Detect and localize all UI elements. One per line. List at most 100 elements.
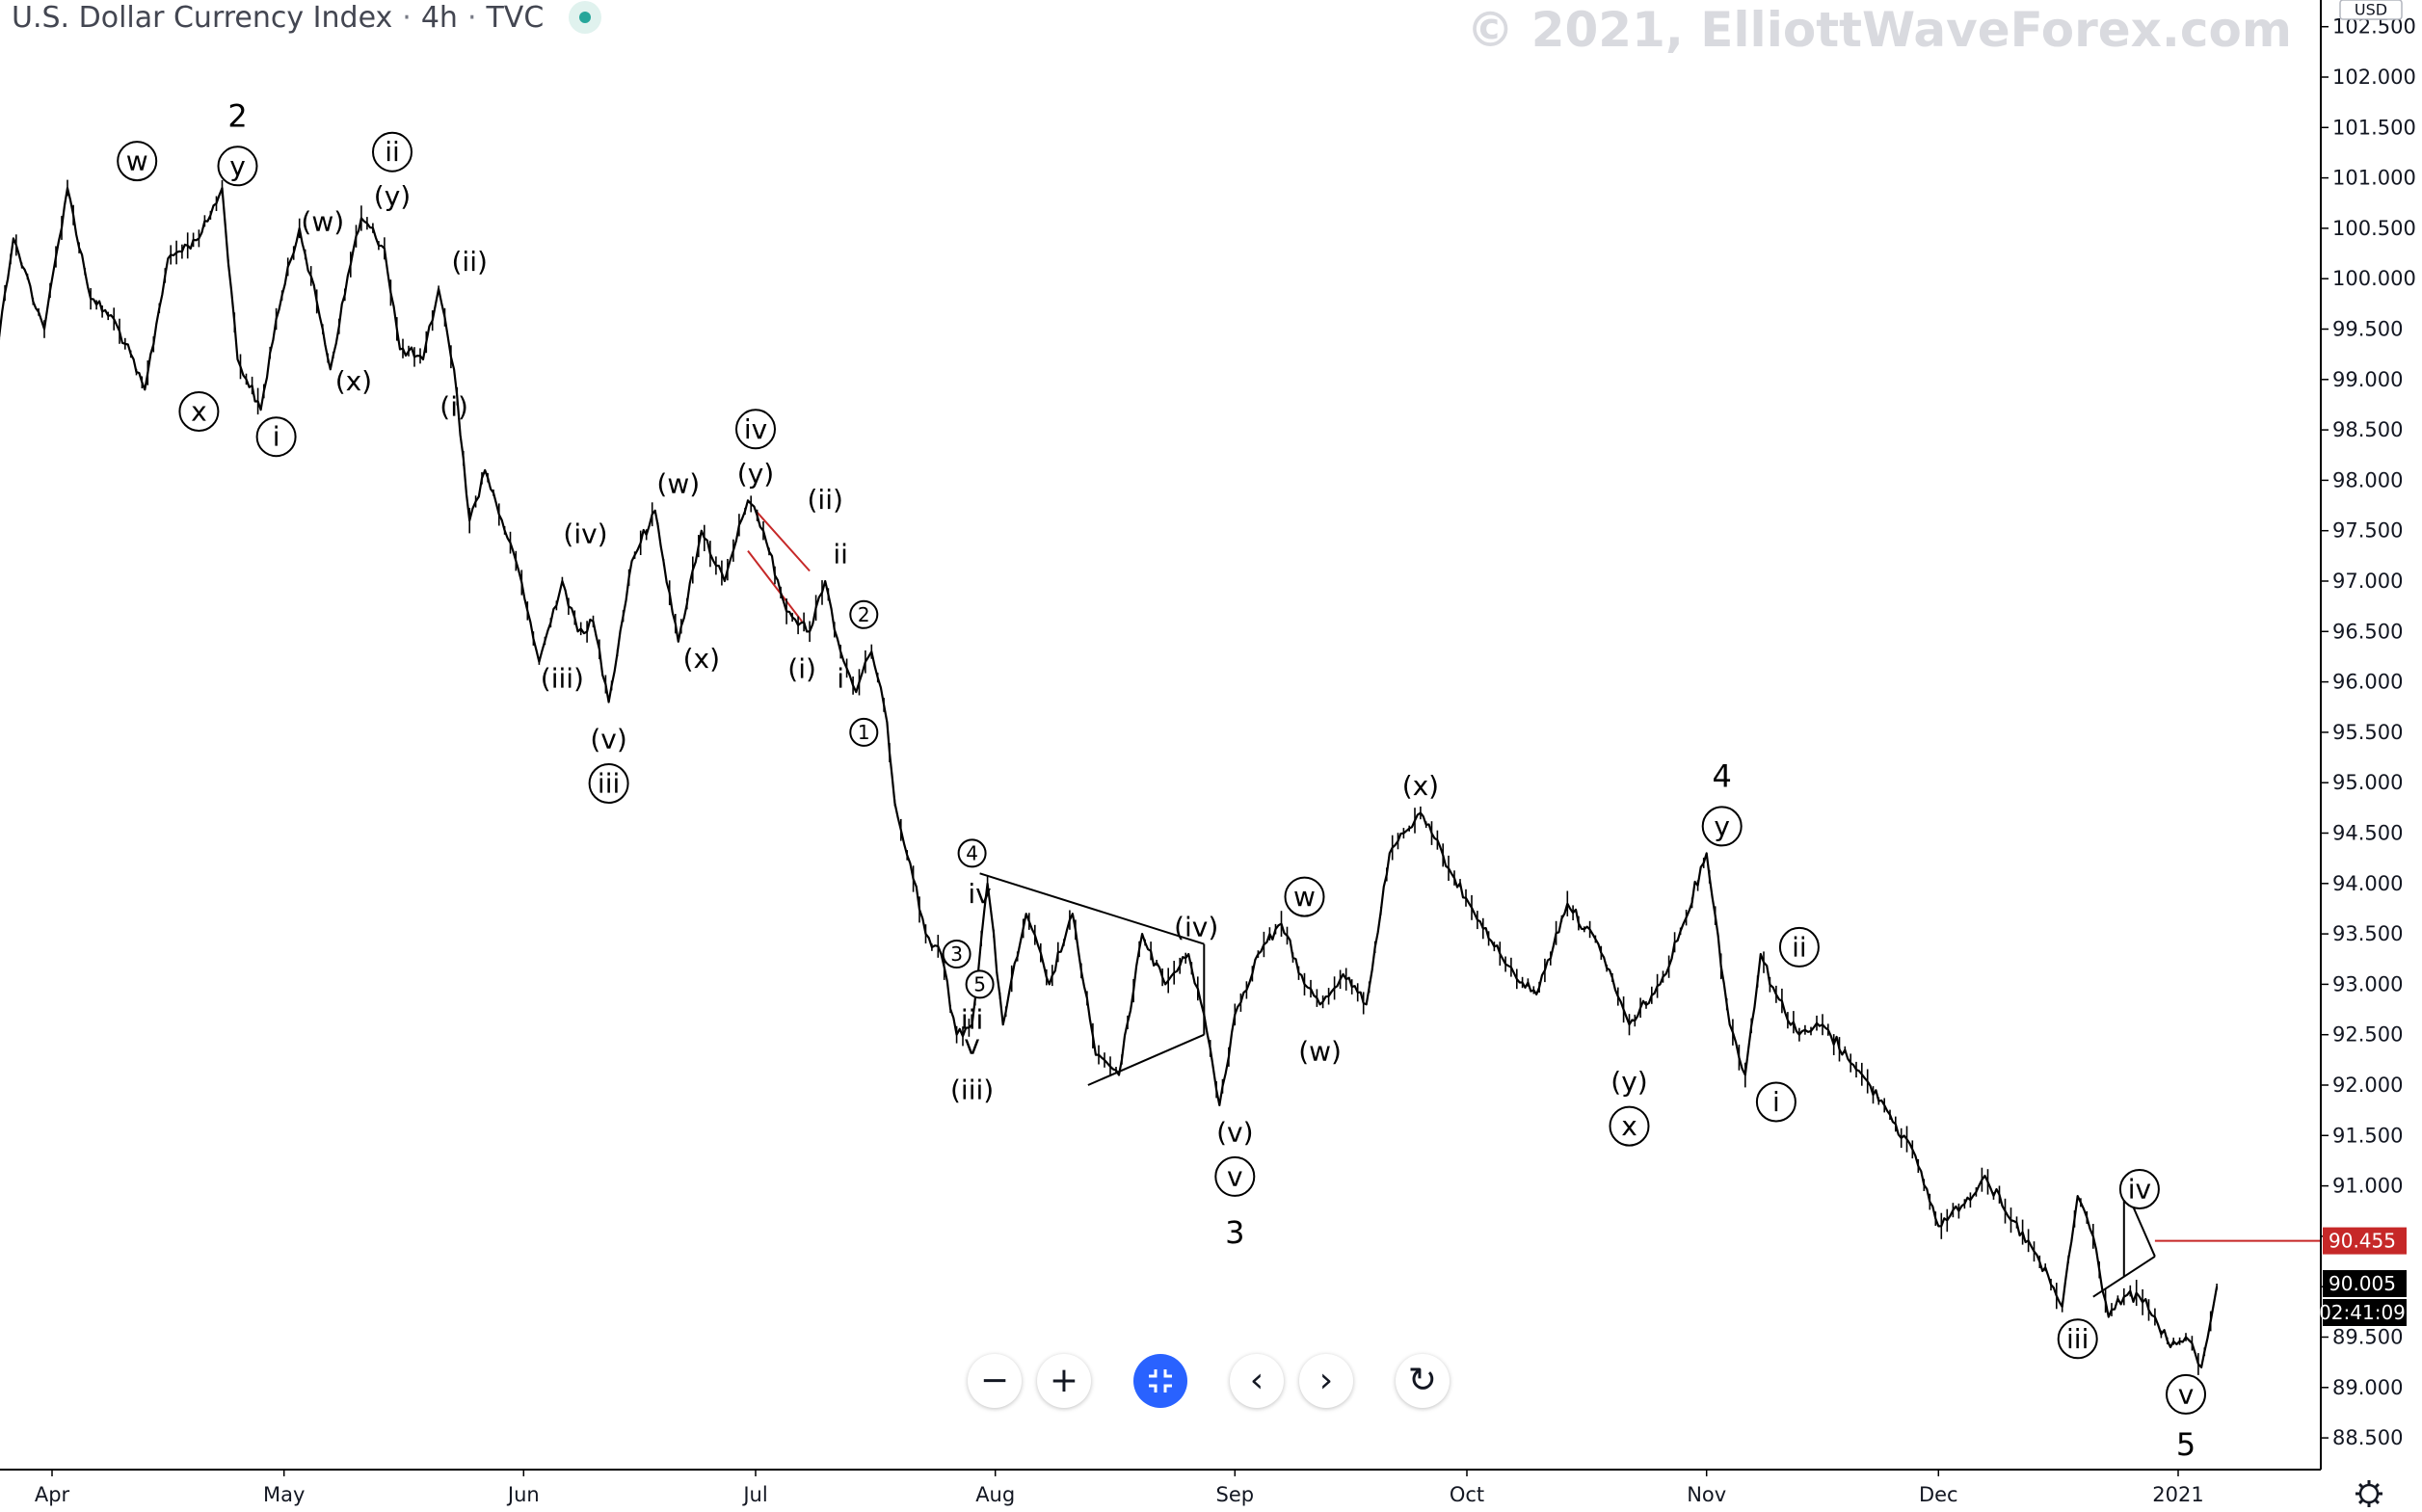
- price-point: [1474, 913, 1476, 915]
- countdown-badge: 02:41:09: [2319, 1301, 2406, 1324]
- wave-label-circle: [1701, 806, 1743, 847]
- symbol-name[interactable]: U.S. Dollar Currency Index: [12, 0, 393, 35]
- currency-label: USD: [2355, 1, 2387, 19]
- price-point: [630, 560, 633, 562]
- wave-label-text: iv: [2128, 1174, 2151, 1206]
- countdown-badge-bg: [2323, 1299, 2407, 1326]
- price-tick-label: 98.500: [2332, 418, 2403, 441]
- wave-label: (w): [301, 205, 344, 237]
- wave-label-text: iv: [744, 413, 767, 445]
- wave-label: 2: [849, 599, 879, 629]
- price-tick-label: 99.000: [2332, 368, 2403, 391]
- price-point: [1566, 902, 1569, 905]
- wave-label-circle: [849, 599, 879, 629]
- wave-label-text: x: [1621, 1110, 1637, 1142]
- wave-label: v: [964, 1029, 980, 1061]
- market-status-icon[interactable]: [569, 1, 602, 34]
- price-point: [2169, 1346, 2171, 1348]
- price-point: [1118, 1074, 1120, 1076]
- price-point: [438, 287, 439, 290]
- wave-label: iii: [961, 1004, 983, 1036]
- wave-label-circle: [255, 416, 297, 458]
- scroll-left-button[interactable]: ‹: [1230, 1354, 1284, 1408]
- price-point: [1072, 913, 1074, 915]
- minus-icon: −: [979, 1361, 1010, 1400]
- wave-label: i: [255, 416, 297, 458]
- wave-label: v: [2166, 1373, 2206, 1415]
- wave-label-circle: [2118, 1169, 2160, 1209]
- source-label: TVC: [486, 0, 545, 35]
- gear-tooth: [2375, 1499, 2380, 1504]
- wave-label: (i): [787, 652, 816, 684]
- price-point: [2154, 1315, 2156, 1318]
- price-tick-label: 91.000: [2332, 1175, 2403, 1198]
- trendline: [747, 549, 803, 623]
- wave-label: iv: [735, 409, 776, 450]
- wave-label: iii: [588, 763, 629, 804]
- price-series-line: [0, 187, 2219, 1369]
- price-point: [322, 328, 324, 331]
- wave-label: (iv): [1174, 912, 1218, 943]
- wave-label-text: 4: [1713, 757, 1732, 794]
- reset-chart-button[interactable]: ↻: [1396, 1354, 1450, 1408]
- price-point: [592, 621, 595, 623]
- interval-label[interactable]: 4h: [420, 0, 458, 35]
- price-point: [1597, 942, 1600, 945]
- price-point: [275, 318, 278, 320]
- wave-label-text: (v): [590, 724, 626, 756]
- price-axis-background: [2321, 0, 2422, 1508]
- price-point: [1257, 953, 1260, 955]
- price-point: [785, 610, 787, 613]
- wave-label: (i): [439, 390, 468, 422]
- price-point: [1234, 1014, 1237, 1016]
- time-tick-label: Jun: [506, 1483, 540, 1506]
- collapse-icon: [1149, 1369, 1172, 1393]
- gear-icon[interactable]: [2355, 1480, 2382, 1507]
- price-point: [43, 328, 45, 331]
- price-point: [909, 862, 912, 864]
- price-tick-label: 98.000: [2332, 468, 2403, 491]
- reset-scale-button[interactable]: [1133, 1354, 1187, 1408]
- price-point: [1728, 1023, 1731, 1025]
- wave-label-text: (x): [683, 643, 720, 675]
- price-point: [13, 237, 14, 240]
- gear-ring: [2358, 1483, 2380, 1504]
- gear-tooth: [2375, 1483, 2380, 1488]
- wave-label: w: [117, 141, 158, 182]
- price-point: [1164, 983, 1166, 986]
- price-point: [1659, 983, 1662, 986]
- price-point: [678, 641, 679, 643]
- zoom-out-button[interactable]: −: [968, 1354, 1022, 1408]
- price-point: [90, 298, 92, 300]
- price-point: [955, 1033, 958, 1036]
- plus-icon: +: [1049, 1361, 1079, 1400]
- price-point: [1775, 994, 1777, 995]
- wave-label: y: [1701, 806, 1743, 847]
- price-point: [468, 519, 471, 521]
- price-point: [1187, 953, 1189, 955]
- price-point: [824, 580, 826, 582]
- wave-label: w: [1284, 876, 1325, 917]
- price-point: [1095, 1053, 1097, 1056]
- price-tick-label: 100.500: [2332, 217, 2416, 240]
- wave-label-circle: [957, 838, 987, 868]
- price-tick-label: 101.500: [2332, 116, 2416, 139]
- wave-label: (iv): [563, 518, 607, 550]
- price-point: [886, 721, 889, 724]
- price-point: [1937, 1225, 1940, 1228]
- trendline: [979, 872, 1205, 945]
- reset-icon: ↻: [1407, 1361, 1438, 1400]
- price-point: [1218, 1104, 1221, 1106]
- wave-label-text: ii: [385, 136, 400, 168]
- price-tick-label: 96.500: [2332, 620, 2403, 643]
- wave-label: (ii): [807, 484, 842, 516]
- wave-label-text: v: [964, 1029, 980, 1061]
- price-point: [2030, 1245, 2033, 1248]
- price-tick-label: 94.000: [2332, 872, 2403, 895]
- zoom-in-button[interactable]: +: [1037, 1354, 1091, 1408]
- price-tick-label: 92.500: [2332, 1023, 2403, 1047]
- chart-navigation-toolbar: − + ‹ › ↻: [0, 1354, 2313, 1412]
- scroll-right-button[interactable]: ›: [1299, 1354, 1353, 1408]
- price-point: [399, 348, 401, 351]
